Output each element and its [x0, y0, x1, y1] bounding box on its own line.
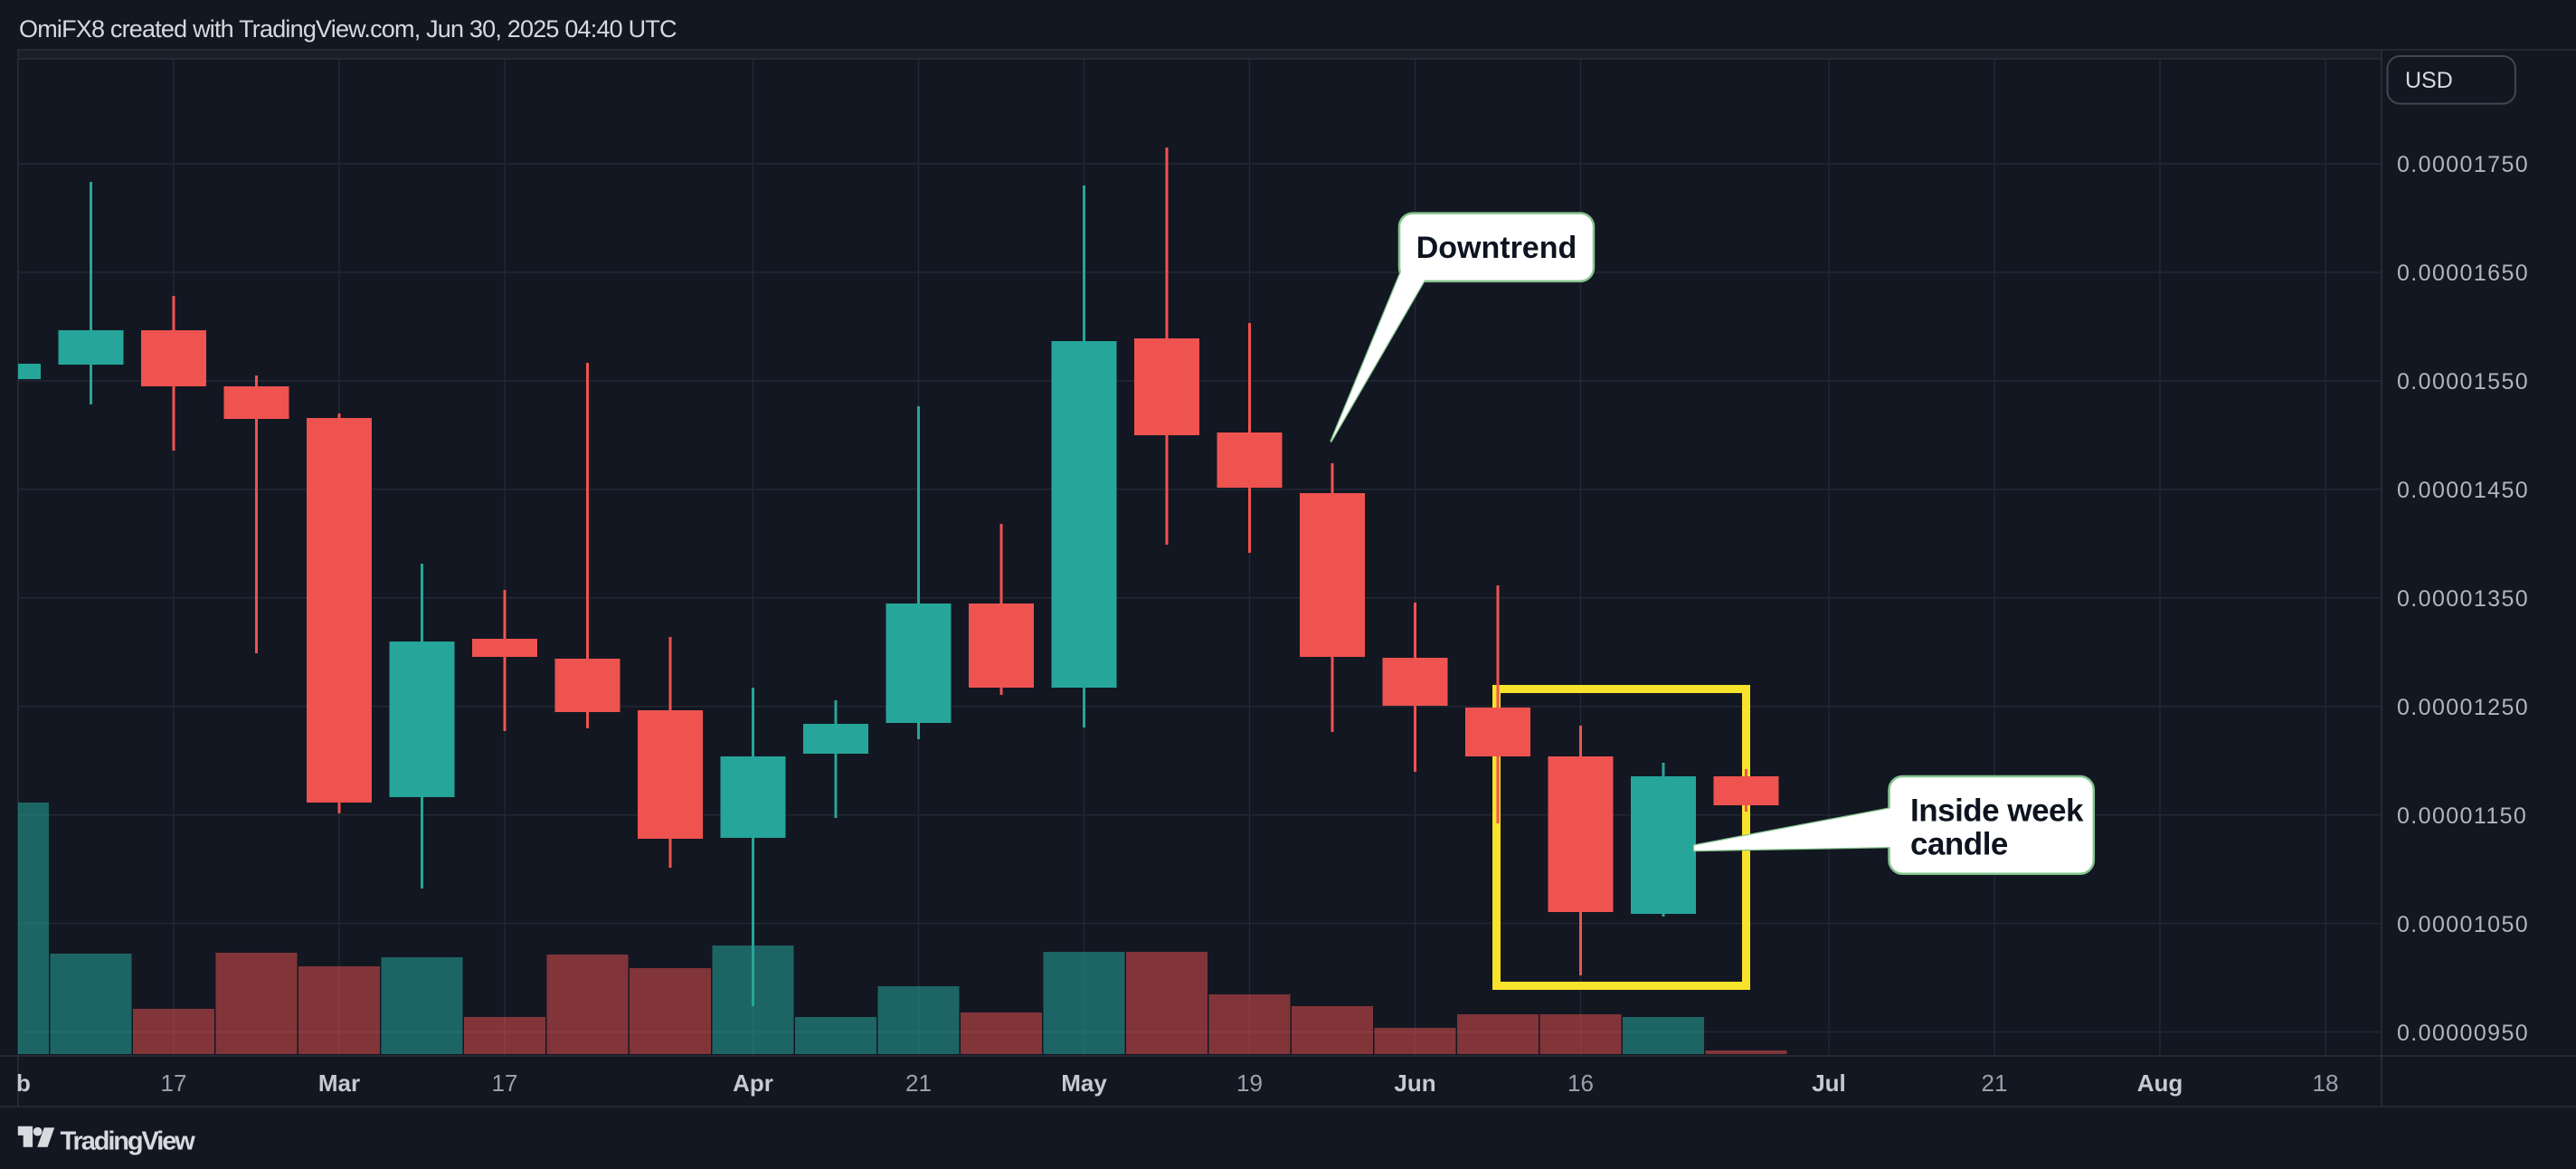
svg-text:Apr: Apr	[733, 1069, 773, 1097]
svg-text:0.00001750: 0.00001750	[2397, 152, 2529, 177]
svg-text:0.00001650: 0.00001650	[2397, 261, 2529, 286]
svg-text:Jun: Jun	[1394, 1069, 1435, 1097]
svg-text:18: 18	[2313, 1069, 2339, 1097]
svg-text:May: May	[1061, 1069, 1107, 1097]
svg-text:17: 17	[492, 1069, 518, 1097]
svg-text:0.00001450: 0.00001450	[2397, 478, 2529, 503]
svg-text:b: b	[16, 1069, 31, 1097]
svg-text:0.00001250: 0.00001250	[2397, 695, 2529, 720]
svg-text:0.00001350: 0.00001350	[2397, 586, 2529, 612]
svg-text:Downtrend: Downtrend	[1416, 231, 1577, 265]
svg-text:0.00001050: 0.00001050	[2397, 912, 2529, 937]
svg-text:0.00001550: 0.00001550	[2397, 369, 2529, 394]
svg-text:Inside week: Inside week	[1910, 794, 2084, 829]
svg-text:19: 19	[1236, 1069, 1263, 1097]
svg-text:TradingView: TradingView	[61, 1127, 196, 1156]
svg-text:Mar: Mar	[318, 1069, 360, 1097]
svg-text:OmiFX8 created with TradingVie: OmiFX8 created with TradingView.com, Jun…	[19, 15, 677, 43]
svg-text:17: 17	[161, 1069, 187, 1097]
svg-text:Aug: Aug	[2137, 1069, 2183, 1097]
svg-text:16: 16	[1567, 1069, 1594, 1097]
svg-text:21: 21	[905, 1069, 932, 1097]
svg-text:21: 21	[1982, 1069, 2008, 1097]
svg-text:USD: USD	[2405, 68, 2453, 93]
svg-text:0.00001150: 0.00001150	[2397, 803, 2527, 829]
svg-text:0.00000950: 0.00000950	[2397, 1021, 2529, 1046]
svg-text:Jul: Jul	[1812, 1069, 1846, 1097]
svg-text:candle: candle	[1910, 827, 2008, 862]
